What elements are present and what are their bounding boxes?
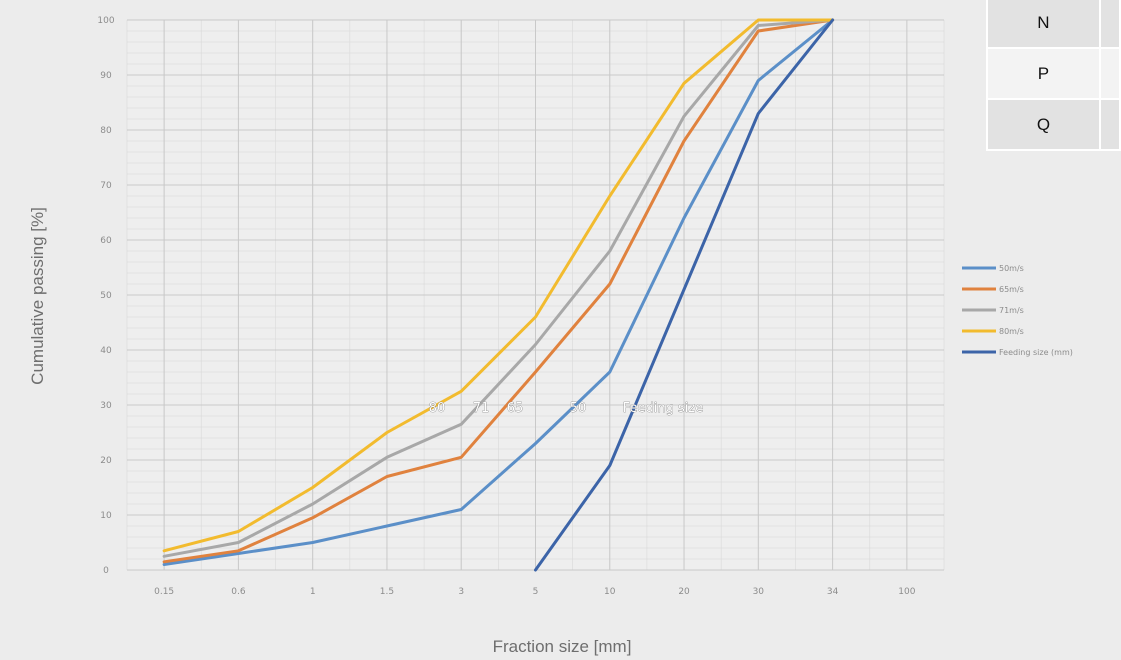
- series-line: [162, 18, 835, 558]
- y-tick-label: 100: [97, 16, 114, 26]
- x-tick-label: 30: [753, 587, 765, 597]
- y-tick-label: 40: [100, 346, 112, 356]
- key-table-cell: P: [986, 47, 1101, 100]
- key-table-cell: N: [986, 0, 1101, 49]
- key-table-row: P: [986, 47, 1121, 100]
- key-table-cell: Q: [986, 98, 1101, 151]
- x-tick-label: 0.15: [154, 587, 174, 597]
- key-table-cell-empty: [1098, 0, 1121, 49]
- key-table-cell-empty: [1098, 47, 1121, 100]
- legend-label: Feeding size (mm): [999, 348, 1073, 357]
- y-tick-label: 50: [100, 291, 112, 301]
- y-tick-label: 20: [100, 456, 112, 466]
- y-tick-label: 90: [100, 71, 112, 81]
- series-line: [162, 18, 835, 553]
- y-tick-label: 80: [100, 126, 112, 136]
- legend-label: 65m/s: [999, 285, 1024, 294]
- curve-annotation: 80: [429, 401, 446, 416]
- legend: 50m/s 65m/s 71m/s 80m/s Feeding size (mm): [962, 264, 1073, 357]
- key-table-row: Q: [986, 98, 1121, 151]
- x-tick-label: 3: [458, 587, 464, 597]
- x-axis-title: Fraction size [mm]: [493, 637, 632, 656]
- key-table-cell-empty: [1098, 98, 1121, 151]
- x-tick-label: 1.5: [380, 587, 394, 597]
- y-tick-label: 70: [100, 181, 112, 191]
- grid: [126, 19, 945, 571]
- curve-annotation: 65: [507, 401, 524, 416]
- x-tick-label: 100: [898, 587, 915, 597]
- curve-annotation: 50: [570, 401, 587, 416]
- y-tick-label: 0: [103, 566, 109, 576]
- x-tick-label: 1: [310, 587, 316, 597]
- y-tick-label: 30: [100, 401, 112, 411]
- series-line: [162, 18, 835, 566]
- series-line: [534, 18, 835, 572]
- series-lines: [162, 18, 835, 572]
- x-tick-label: 0.6: [231, 587, 246, 597]
- curve-annotation: 71: [473, 401, 490, 416]
- x-tick-label: 20: [678, 587, 690, 597]
- x-axis-ticks: 0.15 0.6 1 1.5 3 5 10 20 30 34 100: [154, 587, 916, 597]
- legend-label: 80m/s: [999, 327, 1024, 336]
- legend-label: 50m/s: [999, 264, 1024, 273]
- y-tick-label: 60: [100, 236, 112, 246]
- x-tick-label: 34: [827, 587, 839, 597]
- key-table: N P Q: [986, 0, 1121, 151]
- y-tick-label: 10: [100, 511, 112, 521]
- y-axis-title: Cumulative passing [%]: [28, 207, 47, 385]
- legend-label: 71m/s: [999, 306, 1024, 315]
- series-line: [162, 18, 835, 564]
- curve-annotation: Feeding size: [623, 401, 703, 416]
- x-tick-label: 10: [604, 587, 616, 597]
- key-table-row: N: [986, 0, 1121, 49]
- y-axis-ticks: 0 10 20 30 40 50 60 70 80 90 100: [97, 16, 114, 576]
- x-tick-label: 5: [533, 587, 539, 597]
- annotations: 80 71 65 50 Feeding size: [428, 400, 703, 416]
